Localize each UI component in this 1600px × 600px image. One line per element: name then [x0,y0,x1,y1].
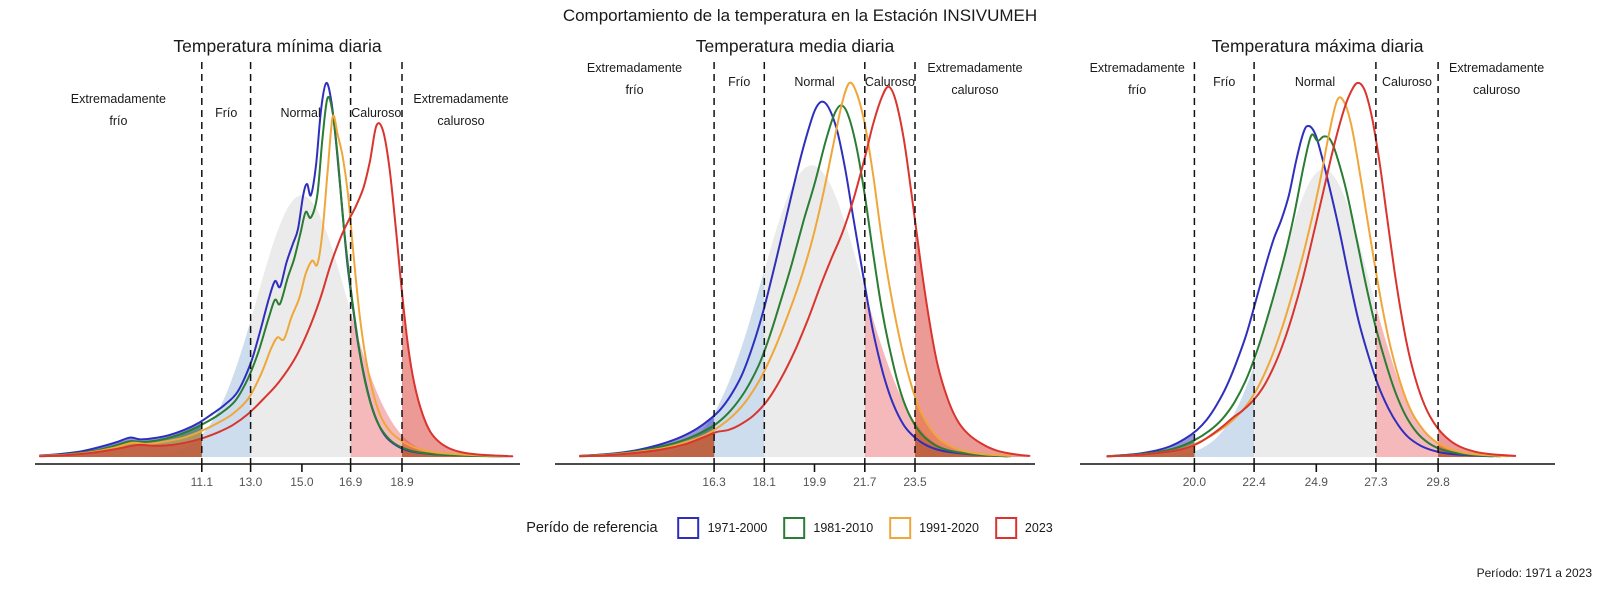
chart-maxima: 20.0 22.4 24.9 27.3 29.8 Extremadamente frío Fr… [1080,61,1555,489]
density-curve-2023 [579,85,1031,458]
reference-distribution-region [1174,365,1255,457]
legend-swatch-red [994,517,1017,539]
reference-distribution-region [147,320,251,457]
tick-label: 21.7 [853,475,877,489]
category-label: Frío [728,75,750,89]
density-curve-2023 [39,122,514,458]
category-label: Frío [215,106,237,120]
density-curve-1981-2010 [1106,133,1502,458]
series-tail-fill [402,292,513,457]
panel-title-media: Temperatura media diaria [695,36,895,56]
density-curve-2023 [1106,81,1517,458]
category-label: Normal [1295,75,1335,89]
reference-distribution-region [1375,305,1473,457]
series-tail-fill [1107,445,1195,457]
legend-label: 1971-2000 [707,521,768,535]
legend-swatch-orange [889,517,912,539]
tick-label: 24.9 [1305,475,1329,489]
category-label: caluroso [1473,83,1520,97]
chart-media: 16.3 18.1 19.9 21.7 23.5 Extremadamente frío Fr… [555,61,1035,489]
series-tail-fill [915,220,1030,457]
reference-distribution-region [250,195,351,457]
tick-label: 27.3 [1364,475,1388,489]
legend-item-1991-2020: 1991-2020 [889,517,979,539]
category-label: caluroso [951,83,998,97]
tick-label: 16.9 [339,475,363,489]
legend-item-1971-2000: 1971-2000 [677,517,768,539]
legend-title: Perído de referencia [526,520,658,536]
legend-item-1981-2010: 1981-2010 [783,517,873,539]
tick-label: 29.8 [1426,475,1450,489]
density-curve-1991-2020 [579,81,1011,458]
density-curve-1991-2020 [39,114,509,458]
series-tail-fill [580,432,715,457]
tick-label: 20.0 [1183,475,1207,489]
category-label: Extremadamente [587,61,682,75]
category-label: Extremadamente [413,92,508,106]
category-label: Normal [794,75,834,89]
tick-label: 23.5 [903,475,927,489]
reference-distribution-region [644,270,765,457]
period-caption: Período: 1971 a 2023 [1476,566,1592,580]
density-curve-1981-2010 [39,95,503,458]
category-label: frío [109,114,127,128]
figure-title: Comportamiento de la temperatura en la E… [562,6,1038,25]
category-label: frío [625,83,643,97]
category-label: caluroso [437,114,484,128]
category-label: Caluroso [865,75,915,89]
category-label: Extremadamente [71,92,166,106]
tick-label: 18.9 [390,475,414,489]
category-label: Caluroso [1382,75,1432,89]
tick-label: 11.1 [191,475,214,489]
panel-title-minima: Temperatura mínima diaria [173,36,382,56]
legend-label: 1981-2010 [813,521,874,535]
chart-minima: 11.1 13.0 15.0 16.9 18.9 Extremadamente frío Fr… [35,62,520,489]
tick-label: 18.1 [753,475,777,489]
density-curve-1971-2000 [1106,124,1494,458]
density-curve-1971-2000 [579,100,1009,458]
legend-swatch-green [783,517,806,539]
tick-label: 15.0 [290,475,314,489]
tick-label: 22.4 [1242,475,1266,489]
category-label: frío [1128,83,1146,97]
category-label: Normal [280,106,320,120]
category-label: Extremadamente [1090,61,1185,75]
reference-distribution-region [1254,169,1377,457]
legend-label: 1991-2020 [919,521,979,535]
category-label: Extremadamente [1449,61,1544,75]
reference-distribution-region [864,289,980,457]
legend-label: 2023 [1024,521,1053,535]
category-label: Extremadamente [927,61,1022,75]
tick-label: 19.9 [803,475,827,489]
legend-item-2023: 2023 [994,517,1053,539]
density-curve-1981-2010 [579,104,1011,458]
legend-swatch-blue [677,517,700,539]
series-tail-fill [1438,428,1516,457]
tick-label: 16.3 [702,475,726,489]
legend: Perído de referencia 1971-2000 1981-2010… [526,517,1053,539]
category-label: Caluroso [351,106,401,120]
series-tail-fill [40,438,202,457]
tick-label: 13.0 [239,475,263,489]
panel-title-maxima: Temperatura máxima diaria [1211,36,1424,56]
category-label: Frío [1213,75,1235,89]
